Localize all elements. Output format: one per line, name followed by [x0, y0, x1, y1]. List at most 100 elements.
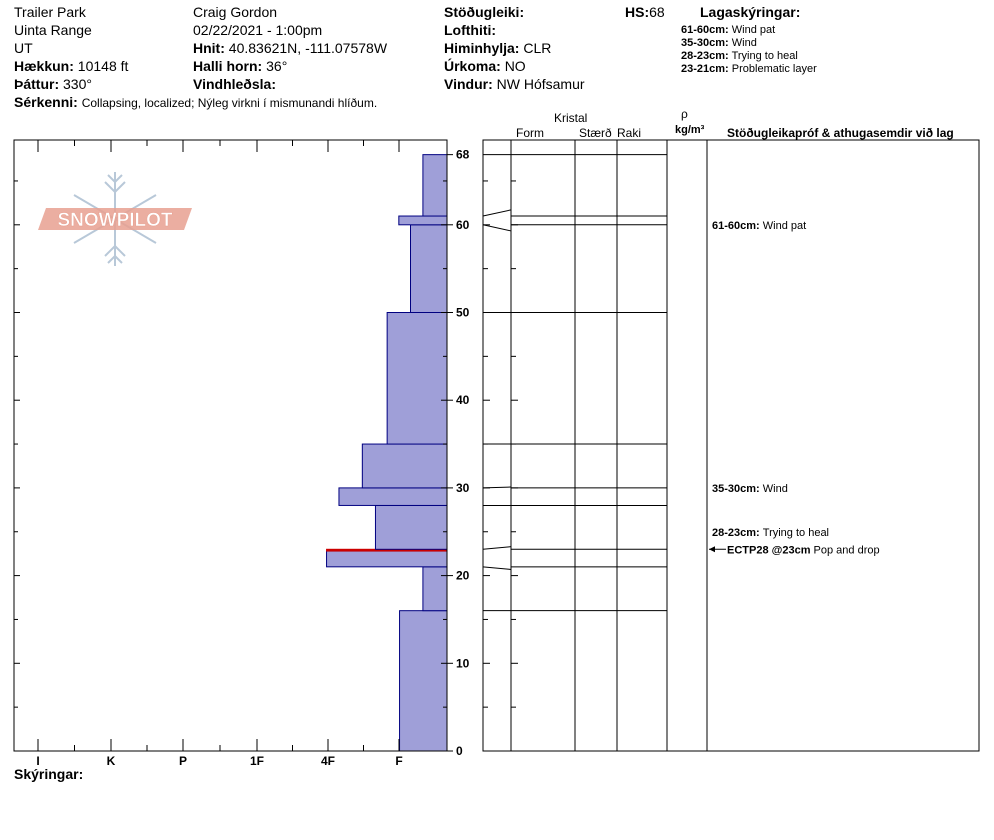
legend-item: 35-30cm: Wind — [681, 37, 757, 50]
sky-label: Himinhylja: — [444, 40, 520, 56]
tests-header: Stöðugleikapróf & athugasemdir við lag — [727, 126, 954, 140]
slope-value: 36° — [266, 58, 288, 74]
layer-comment: 35-30cm: Wind — [712, 483, 788, 495]
features: Sérkenni: Collapsing, localized; Nýleg v… — [14, 94, 377, 111]
wind-loading-label: Vindhleðsla: — [193, 76, 276, 92]
sky: Himinhylja: CLR — [444, 40, 551, 57]
layer-comment: 28-23cm: Trying to heal — [712, 527, 829, 539]
aspect-value: 330° — [63, 76, 92, 92]
size-header: Stærð — [579, 126, 612, 140]
coords-label: Hnit: — [193, 40, 225, 56]
depth-label: 0 — [456, 744, 463, 758]
layer-comment: 61-60cm: Wind pat — [712, 220, 806, 232]
rho-header: ρ — [681, 107, 688, 121]
notes-label: Skýringar: — [14, 766, 84, 782]
depth-label: 68 — [456, 148, 470, 162]
wind-label: Vindur: — [444, 76, 493, 92]
air-temp-label: Lofthiti: — [444, 22, 497, 38]
crystal-header: Kristal — [554, 111, 588, 125]
depth-label: 10 — [456, 656, 470, 670]
slope: Halli horn: 36° — [193, 58, 287, 75]
crystal-table-frame — [482, 139, 980, 752]
hardness-tick-label: I — [36, 754, 39, 768]
layer-connector — [482, 224, 512, 232]
layer-connector — [482, 546, 512, 550]
datetime: 02/22/2021 - 1:00pm — [193, 22, 323, 38]
legend-range: 23-21cm: — [681, 63, 729, 75]
wind: Vindur: NW Hófsamur — [444, 76, 585, 93]
layer-connector — [482, 209, 512, 217]
legend-item: 61-60cm: Wind pat — [681, 24, 775, 37]
features-label: Sérkenni: — [14, 94, 78, 110]
legend-range: 35-30cm: — [681, 37, 729, 49]
hs: HS:68 — [625, 4, 665, 21]
hardness-tick-label: 4F — [321, 754, 335, 768]
stability-label: Stöðugleiki: — [444, 4, 525, 20]
stability-test: ECTP28 @23cm Pop and drop — [727, 544, 880, 556]
hardness-bar — [326, 550, 448, 568]
stability-test-text: Pop and drop — [814, 544, 880, 556]
precip-label: Úrkoma: — [444, 58, 501, 74]
hs-value: 68 — [649, 4, 665, 20]
depth-label: 60 — [456, 218, 470, 232]
depth-label: 40 — [456, 393, 470, 407]
layer-comment-range: 28-23cm: — [712, 527, 763, 539]
test-arrow-head — [709, 546, 715, 553]
hardness-bar — [361, 443, 448, 489]
depth-label: 20 — [456, 569, 470, 583]
hardness-bar — [410, 224, 448, 313]
range: Uinta Range — [14, 22, 92, 38]
precip-value: NO — [504, 58, 526, 74]
hardness-tick-label: F — [395, 754, 402, 768]
observer: Craig Gordon — [193, 4, 278, 20]
layer-comment-text: Wind — [763, 483, 788, 495]
aspect: Þáttur: 330° — [14, 76, 92, 93]
elevation-label: Hækkun: — [14, 58, 74, 74]
hs-label: HS: — [625, 4, 650, 20]
location: Trailer Park — [14, 4, 86, 20]
elevation-value: 10148 ft — [77, 58, 129, 74]
form-header: Form — [516, 126, 544, 140]
layer-connector — [482, 566, 512, 570]
hardness-tick-label: 1F — [250, 754, 264, 768]
legend-item: 28-23cm: Trying to heal — [681, 50, 798, 63]
hardness-bar — [374, 504, 448, 550]
coords: Hnit: 40.83621N, -111.07578W — [193, 40, 387, 57]
hardness-bar — [338, 487, 448, 506]
stability-test-code: ECTP28 @23cm — [727, 544, 814, 556]
slope-label: Halli horn: — [193, 58, 263, 74]
moisture-header: Raki — [617, 126, 642, 140]
aspect-label: Þáttur: — [14, 76, 60, 92]
layer-comment-range: 35-30cm: — [712, 483, 763, 495]
hardness-bar — [398, 215, 448, 226]
legend-text: Trying to heal — [731, 50, 798, 62]
legend-title: Lagaskýringar: — [700, 4, 801, 20]
legend-text: Wind pat — [731, 24, 776, 36]
layer-connector — [482, 486, 512, 489]
state: UT — [14, 40, 33, 56]
hardness-bar — [422, 566, 448, 612]
wind-value: NW Hófsamur — [496, 76, 585, 92]
legend-range: 61-60cm: — [681, 24, 729, 36]
legend-range: 28-23cm: — [681, 50, 729, 62]
layer-comment-text: Wind pat — [763, 220, 806, 232]
layer-comment-range: 61-60cm: — [712, 220, 763, 232]
hardness-bar — [422, 154, 448, 217]
legend-item: 23-21cm: Problematic layer — [681, 63, 817, 76]
hardness-tick-label: P — [179, 754, 187, 768]
elevation: Hækkun: 10148 ft — [14, 58, 128, 75]
precip: Úrkoma: NO — [444, 58, 526, 75]
layer-comment-text: Trying to heal — [763, 527, 829, 539]
features-value: Collapsing, localized; Nýleg virkni í mi… — [81, 96, 378, 110]
hardness-bar — [386, 312, 448, 445]
depth-label: 50 — [456, 306, 470, 320]
depth-label: 30 — [456, 481, 470, 495]
sky-value: CLR — [523, 40, 552, 56]
legend-text: Wind — [731, 37, 757, 49]
density-unit-header: kg/m³ — [675, 124, 705, 136]
hardness-plot-frame — [13, 139, 448, 752]
hardness-tick-label: K — [107, 754, 116, 768]
hardness-bar — [399, 610, 448, 752]
legend-text: Problematic layer — [731, 63, 817, 75]
